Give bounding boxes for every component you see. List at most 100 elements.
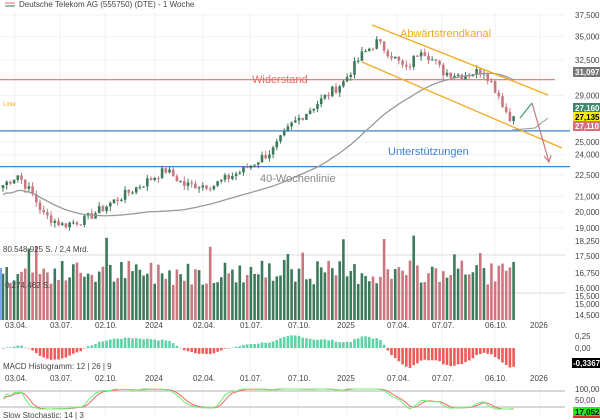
candle-body	[312, 108, 316, 111]
x-tick-label-macd: 02.10.	[95, 374, 117, 383]
volume-bar	[416, 265, 419, 320]
price-tick-label: 29,000	[575, 91, 600, 100]
volume-bar	[268, 263, 271, 320]
volume-bar	[504, 270, 508, 320]
macd-bar	[64, 348, 68, 358]
volume-bar	[338, 261, 341, 320]
macd-bar	[271, 341, 275, 348]
macd-bar	[301, 337, 304, 348]
volume-bar	[449, 275, 452, 320]
volume-bar	[90, 274, 94, 320]
volume-bar	[149, 262, 153, 320]
macd-bar	[445, 348, 449, 366]
x-tick-label: 07.07.	[432, 321, 454, 330]
macd-bar	[312, 339, 316, 348]
candle-body	[305, 113, 308, 120]
macd-bar	[94, 343, 97, 348]
macd-bar	[371, 338, 375, 348]
x-tick-label: 03.04.	[5, 321, 27, 330]
volume-bar	[482, 268, 486, 320]
svg-text:-0,3367: -0,3367	[573, 359, 600, 368]
volume-bar	[168, 270, 171, 320]
volume-bar-highlight	[0, 268, 2, 320]
candle-body	[20, 175, 23, 180]
candle-body	[5, 181, 8, 186]
volume-bar	[68, 277, 71, 320]
macd-bar	[345, 341, 349, 348]
candle-body	[479, 69, 482, 75]
volume-bar	[101, 266, 105, 320]
volume-bar	[157, 264, 160, 320]
macd-bar	[479, 348, 482, 355]
candle-body	[279, 135, 282, 142]
volume-bar	[430, 266, 434, 320]
candle-body	[53, 220, 57, 223]
macd-bar	[416, 348, 419, 364]
svg-text:17,052: 17,052	[575, 408, 600, 417]
x-tick-label: 02.10.	[95, 321, 117, 330]
channel-lower-line	[361, 61, 563, 149]
candle-body	[393, 56, 397, 59]
candle-body	[493, 81, 497, 93]
volume-bar	[427, 273, 430, 320]
macd-bar	[364, 336, 367, 348]
candle-body	[504, 107, 508, 112]
macd-bar	[12, 346, 16, 348]
candle-body	[364, 50, 367, 52]
candle-body	[171, 169, 175, 177]
macd-bar	[334, 341, 338, 348]
candle-body	[83, 215, 86, 225]
candle-body	[434, 59, 438, 61]
candle-body	[9, 181, 12, 184]
macd-bar	[53, 348, 57, 360]
candle-body	[212, 185, 216, 190]
macd-tick-label: 0,25	[575, 332, 591, 341]
candle-body	[208, 188, 212, 190]
candle-body	[308, 110, 312, 114]
volume-bar	[308, 278, 312, 320]
volume-bar	[423, 282, 427, 320]
volume-bar	[364, 275, 367, 320]
macd-bar	[393, 348, 397, 359]
volume-bar	[127, 260, 131, 320]
volume-bar	[305, 279, 308, 320]
macd-bar	[368, 336, 371, 348]
candle-body	[149, 178, 153, 181]
macd-bar	[338, 342, 341, 348]
macd-bar	[231, 347, 234, 349]
x-tick-label-macd: 03.07.	[50, 374, 72, 383]
volume-bar	[512, 261, 515, 320]
macd-bar	[171, 343, 175, 348]
macd-bar	[42, 348, 45, 358]
candle-body	[508, 111, 512, 121]
macd-bar	[86, 346, 90, 348]
price-tick-label: 21,000	[575, 192, 600, 201]
macd-bar	[412, 348, 415, 366]
volume-bar	[342, 239, 345, 320]
volume-bar	[142, 275, 145, 320]
volume-bar	[212, 282, 216, 320]
volume-bar	[97, 271, 101, 320]
candle-body	[405, 64, 408, 67]
macd-bar	[401, 348, 404, 365]
macd-bar	[257, 343, 260, 348]
candle-body	[497, 92, 501, 97]
candle-body	[297, 117, 301, 121]
macd-bar	[112, 338, 116, 348]
macd-bar	[482, 348, 486, 353]
candle-body	[412, 55, 415, 67]
macd-bar	[123, 337, 127, 348]
volume-bar	[160, 273, 164, 320]
macd-bar	[220, 348, 223, 351]
channel-label: Abwärtstrendkanal	[400, 28, 491, 40]
macd-bar	[319, 339, 323, 348]
volume-bar	[453, 254, 456, 320]
volume-bar	[294, 281, 297, 320]
volume-bar	[316, 261, 319, 320]
volume-bar	[445, 277, 449, 320]
volume-bar	[131, 271, 134, 320]
projection-arrow-red	[531, 102, 550, 163]
volume-bar	[5, 267, 8, 320]
volume-bar	[490, 263, 493, 320]
